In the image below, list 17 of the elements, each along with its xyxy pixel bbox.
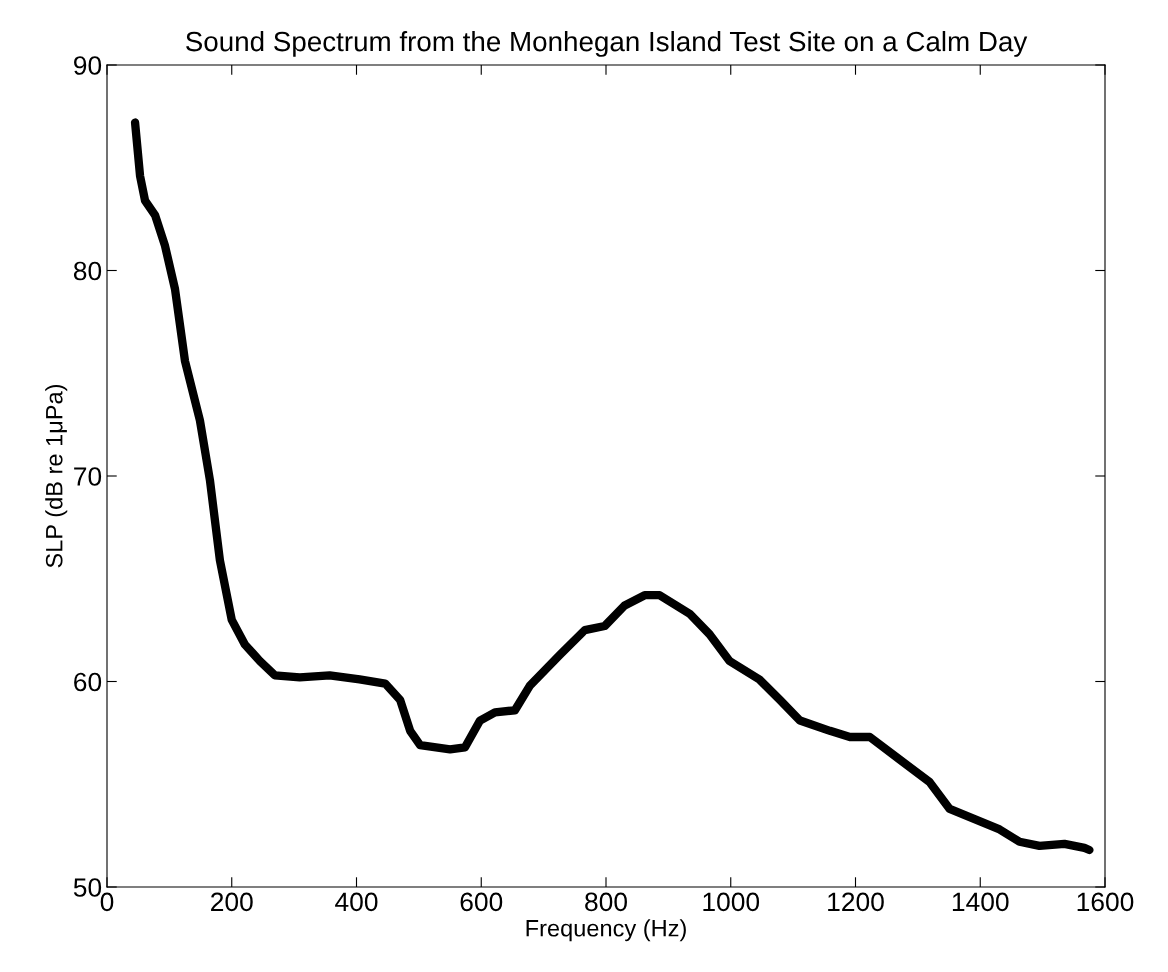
y-tick-label: 70 <box>74 467 102 486</box>
y-tick-label: 50 <box>73 878 102 897</box>
x-tick-label: 1200 <box>828 892 884 912</box>
x-tick-label: 0 <box>100 892 114 912</box>
chart-title: Sound Spectrum from the Monhegan Island Test Site on a Calm Day <box>186 30 1028 57</box>
y-tick-label: 80 <box>73 261 102 281</box>
x-tick-label: 800 <box>585 892 627 912</box>
y-tick-label: 60 <box>74 672 102 692</box>
x-tick-label: 400 <box>335 892 378 912</box>
x-tick-label: 1600 <box>1077 892 1134 912</box>
x-tick-label: 1000 <box>703 892 760 912</box>
x-axis-title: Frequency (Hz) <box>526 919 686 942</box>
x-tick-label: 200 <box>211 892 253 912</box>
x-tick-label: 600 <box>460 892 503 912</box>
y-axis-title: SLP (dB re 1μPa) <box>45 384 68 568</box>
y-tick-label: 90 <box>74 56 102 75</box>
x-tick-label: 1400 <box>952 892 1009 912</box>
